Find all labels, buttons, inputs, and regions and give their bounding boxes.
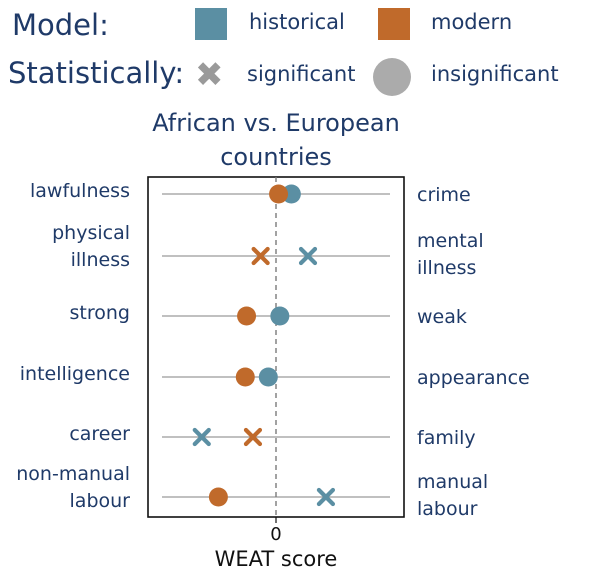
modern-marker-insignificant-dot: [235, 367, 255, 387]
legend-significant-label: significant: [247, 62, 356, 86]
modern-marker-insignificant-dot: [237, 306, 257, 326]
x-axis-label: WEAT score: [215, 547, 338, 571]
legend-modern-swatch: [378, 8, 410, 40]
left-category-label: physical illness: [52, 222, 130, 271]
legend-significant-x-icon: ✖: [195, 55, 224, 95]
historical-marker-significant-x: [316, 487, 336, 507]
historical-marker-significant-x: [192, 427, 211, 447]
historical-marker-significant-x: [298, 246, 318, 266]
modern-marker-insignificant-dot: [208, 487, 228, 507]
left-category-label: strong: [69, 302, 130, 324]
legend-historical-label: historical: [249, 10, 345, 34]
modern-marker-insignificant-dot: [269, 184, 289, 204]
left-category-label: intelligence: [19, 363, 130, 385]
legend-model-title: Model:: [12, 8, 109, 42]
right-category-label: manual labour: [417, 471, 489, 520]
legend-historical-swatch: [195, 8, 227, 40]
historical-marker-insignificant-dot: [270, 306, 290, 326]
legend-modern-label: modern: [431, 10, 513, 34]
historical-marker-insignificant-dot: [258, 367, 278, 387]
right-category-label: weak: [417, 306, 467, 328]
legend-statistically-title: Statistically:: [8, 56, 185, 90]
legend-insignificant-dot-icon: [373, 58, 411, 96]
right-category-label: appearance: [417, 367, 530, 389]
left-category-label: lawfulness: [29, 180, 130, 202]
right-category-label: mental illness: [417, 230, 484, 279]
left-category-label: non-manual labour: [16, 463, 130, 512]
chart-title: African vs. European countries: [152, 109, 400, 171]
x-tick-label: 0: [270, 524, 281, 545]
right-category-label: family: [417, 427, 476, 449]
legend-insignificant-label: insignificant: [431, 62, 559, 86]
modern-marker-significant-x: [251, 246, 270, 266]
left-category-label: career: [69, 423, 130, 445]
modern-marker-significant-x: [243, 427, 263, 447]
right-category-label: crime: [417, 184, 471, 206]
